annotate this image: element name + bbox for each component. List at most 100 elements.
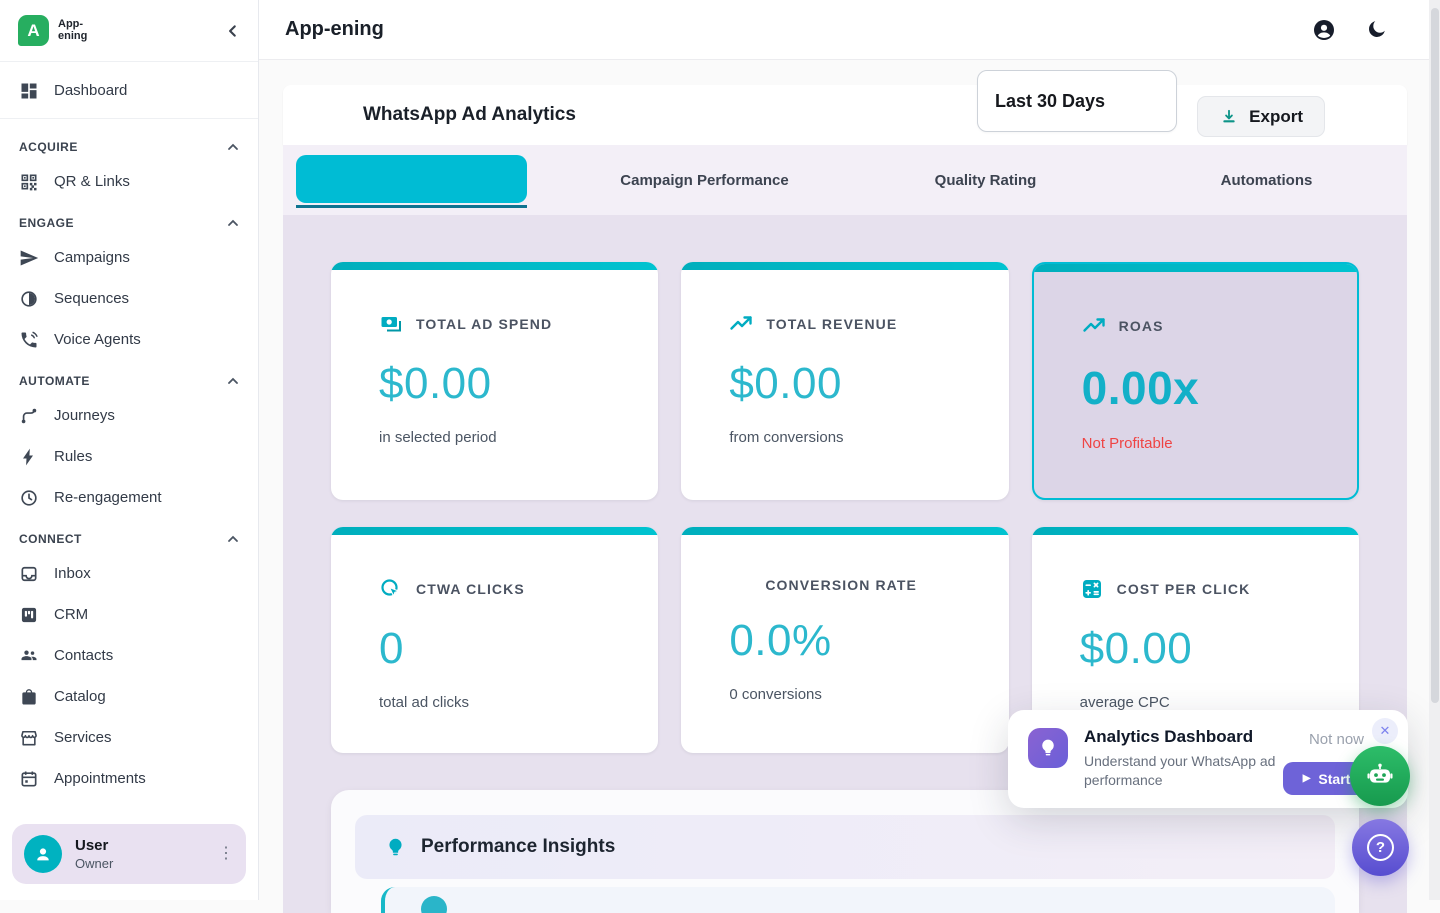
sidebar-section-connect[interactable]: CONNECT [0, 518, 258, 553]
popup-title: Analytics Dashboard [1084, 727, 1254, 746]
brand-name-bottom: ening [58, 29, 88, 42]
tab-campaign-performance[interactable]: Campaign Performance [564, 145, 845, 215]
close-icon[interactable]: ✕ [1372, 718, 1398, 744]
cursor-click-icon [379, 577, 403, 601]
sidebar-item-inbox[interactable]: Inbox [0, 553, 258, 594]
sidebar-item-campaigns[interactable]: Campaigns [0, 237, 258, 278]
sidebar-section-automate[interactable]: AUTOMATE [0, 360, 258, 395]
sidebar-item-voice-agents[interactable]: Voice Agents [0, 319, 258, 360]
person-icon [37, 848, 49, 861]
lightbulb-icon [1028, 728, 1068, 768]
sidebar-section-acquire[interactable]: ACQUIRE [0, 126, 258, 161]
robot-icon [1367, 763, 1393, 783]
stat-card-roas: ROAS 0.00x Not Profitable [1031, 262, 1359, 500]
tab-automations[interactable]: Automations [1126, 145, 1407, 215]
sidebar-item-services[interactable]: Services [0, 717, 258, 758]
sidebar-item-contacts[interactable]: Contacts [0, 635, 258, 676]
page-title: WhatsApp Ad Analytics [363, 104, 576, 125]
sidebar-item-rules[interactable]: Rules [0, 436, 258, 477]
tour-popup: Analytics Dashboard Not now Understand y… [1008, 710, 1408, 808]
sidebar-item-label: Dashboard [54, 82, 128, 99]
sidebar-section-engage[interactable]: ENGAGE [0, 202, 258, 237]
assistant-fab[interactable] [1350, 746, 1410, 806]
stat-label: TOTAL AD SPEND [416, 316, 553, 332]
stat-label: COST PER CLICK [1116, 581, 1251, 597]
banknote-icon [379, 312, 403, 336]
bolt-icon [19, 447, 39, 467]
active-tab-underline [296, 205, 527, 208]
sidebar-item-label: Appointments [54, 770, 146, 787]
section-title: ENGAGE [19, 216, 75, 230]
export-label: Export [1249, 106, 1303, 126]
kebab-menu-icon[interactable]: ⋮ [218, 844, 234, 862]
stat-value: 0.0% [729, 616, 832, 665]
sidebar-item-label: Rules [54, 448, 93, 465]
sidebar-user-area: User Owner ⋮ [0, 813, 258, 900]
qr-code-icon [19, 172, 39, 192]
not-now-button[interactable]: Not now [1308, 731, 1364, 748]
account-circle-icon[interactable] [1312, 18, 1336, 42]
app-title: App-ening [285, 18, 384, 40]
date-range-select[interactable]: Last 30 Days [977, 70, 1177, 132]
stat-subtitle-negative: Not Profitable [1081, 435, 1173, 452]
insight-item [381, 887, 1335, 913]
contrast-circle-icon [19, 289, 39, 309]
bag-icon [19, 687, 39, 707]
sidebar-item-label: Sequences [54, 290, 130, 307]
lightbulb-icon [389, 838, 402, 855]
sidebar-item-catalog[interactable]: Catalog [0, 676, 258, 717]
kanban-icon [19, 605, 39, 625]
sidebar-item-label: Campaigns [54, 249, 130, 266]
export-button[interactable]: Export [1197, 96, 1325, 137]
stat-subtitle: average CPC [1079, 694, 1170, 711]
stat-value: $0.00 [729, 359, 842, 408]
scrollbar-track[interactable] [1429, 0, 1440, 900]
sidebar-item-label: Voice Agents [54, 331, 141, 348]
sidebar-item-sequences[interactable]: Sequences [0, 278, 258, 319]
sidebar-item-label: Catalog [54, 688, 106, 705]
stat-value: 0.00x [1081, 362, 1200, 414]
user-card[interactable]: User Owner ⋮ [12, 824, 246, 884]
user-info: User Owner [75, 837, 113, 871]
dashboard-icon [19, 81, 39, 101]
stat-subtitle: in selected period [379, 429, 497, 446]
sidebar-item-label: Services [54, 729, 112, 746]
sidebar-item-qr-links[interactable]: QR & Links [0, 161, 258, 202]
stat-card-ctwa-clicks: CTWA CLICKS 0 total ad clicks [331, 527, 659, 753]
card-accent-bar [681, 262, 1009, 270]
stat-label: CONVERSION RATE [765, 577, 917, 593]
date-range-value: Last 30 Days [995, 90, 1106, 111]
storefront-icon [19, 728, 39, 748]
brand-name-top: App- [58, 17, 84, 30]
sidebar-item-reengagement[interactable]: Re-engagement [0, 477, 258, 518]
download-icon [1223, 109, 1235, 122]
scrollbar-thumb[interactable] [1430, 8, 1439, 703]
route-icon [19, 406, 39, 426]
card-accent-bar [331, 262, 659, 270]
brand-logo-letter: A [27, 20, 40, 40]
sidebar-item-label: Contacts [54, 647, 114, 664]
performance-insights-title: Performance Insights [421, 836, 616, 857]
stat-card-total-ad-spend: TOTAL AD SPEND $0.00 in selected period [331, 262, 659, 500]
sidebar-item-appointments[interactable]: Appointments [0, 758, 258, 799]
tab-bar: Campaign Performance Quality Rating Auto… [283, 145, 1407, 215]
stat-subtitle: from conversions [729, 429, 844, 446]
chevron-up-icon [228, 535, 238, 542]
trending-up-icon [1082, 314, 1106, 338]
tab-quality-rating[interactable]: Quality Rating [845, 145, 1126, 215]
calculator-icon [1080, 577, 1104, 601]
popup-description: Understand your WhatsApp ad performance [1084, 753, 1276, 788]
help-fab[interactable]: ? [1352, 819, 1409, 876]
section-title: CONNECT [19, 532, 82, 546]
sidebar-logo-row: A App- ening [0, 0, 258, 62]
tab-label: Quality Rating [934, 171, 1037, 189]
active-tab-pill [296, 155, 527, 203]
sidebar-item-dashboard[interactable]: Dashboard [0, 70, 258, 111]
sidebar-item-label: QR & Links [54, 173, 130, 190]
sidebar-item-crm[interactable]: CRM [0, 594, 258, 635]
moon-icon[interactable] [1365, 18, 1388, 41]
tab-overview-active[interactable] [283, 145, 564, 215]
stat-value: $0.00 [379, 359, 492, 408]
sidebar-collapse-icon[interactable] [226, 24, 240, 38]
sidebar-item-journeys[interactable]: Journeys [0, 395, 258, 436]
